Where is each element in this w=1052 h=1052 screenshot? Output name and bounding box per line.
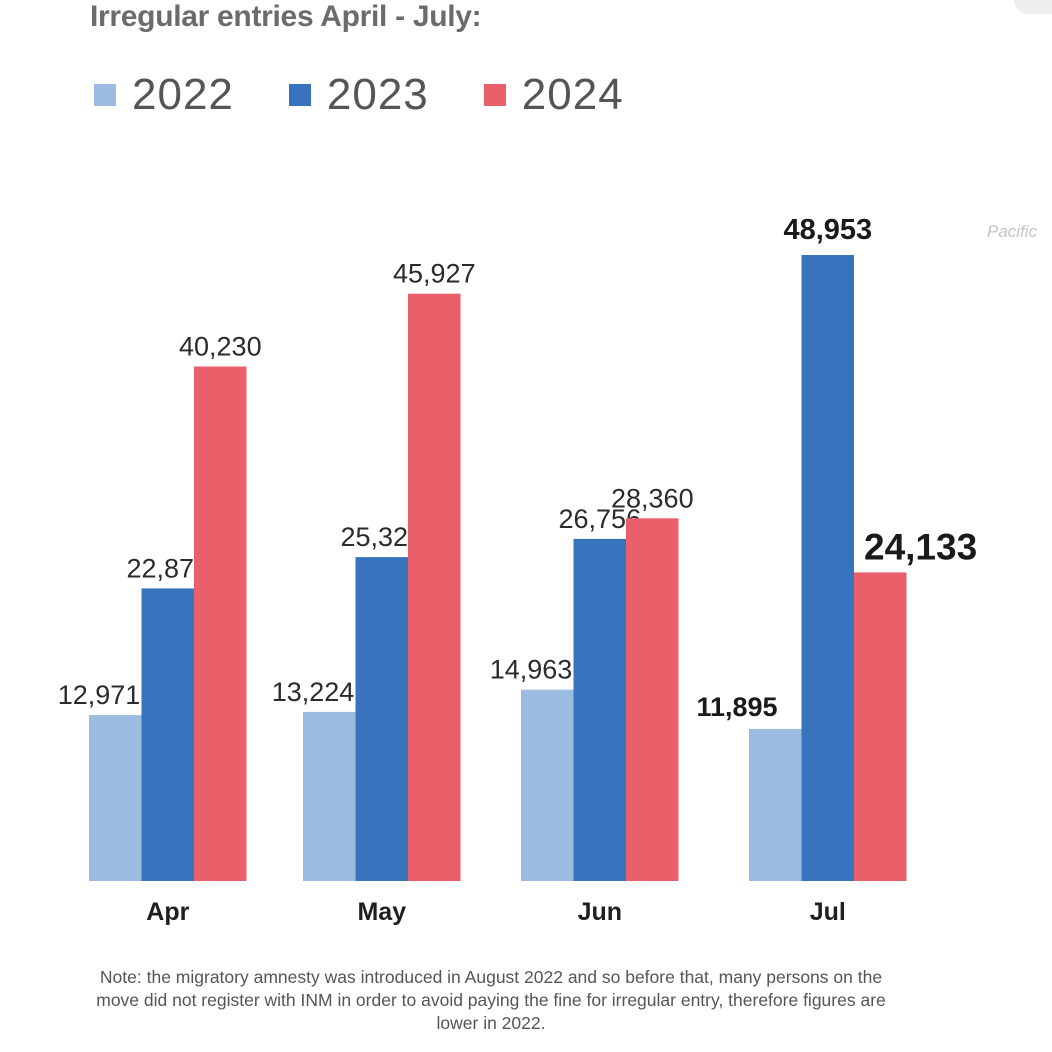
side-label: Pacific: [987, 222, 1038, 241]
legend: 2022 2023 2024: [94, 70, 679, 120]
corner-shade: [1014, 0, 1052, 14]
bar-may-2022: [303, 711, 356, 881]
legend-swatch-2022: [94, 84, 116, 106]
legend-swatch-2023: [288, 84, 311, 106]
bar-label-may-2024: 45,927: [393, 259, 476, 289]
x-tick-label-jun: Jun: [578, 898, 622, 926]
legend-label-2023: 2023: [326, 70, 429, 119]
bar-jun-2023: [573, 538, 626, 881]
legend-item-2023: 2023: [288, 70, 429, 120]
bar-apr-2024: [194, 366, 247, 881]
bar-may-2023: [355, 557, 408, 881]
bar-chart: 12,97122,87840,230Apr13,22425,32645,927M…: [58, 214, 977, 926]
legend-item-2022: 2022: [94, 70, 234, 120]
bar-jun-2022: [521, 689, 574, 881]
footnote: Note: the migratory amnesty was introduc…: [96, 967, 886, 1033]
bar-label-jul-2023: 48,953: [783, 214, 872, 246]
legend-label-2024: 2024: [521, 70, 624, 119]
bar-apr-2023: [141, 588, 194, 881]
bar-apr-2022: [89, 715, 142, 881]
legend-swatch-2024: [483, 84, 506, 106]
bar-label-apr-2024: 40,230: [179, 332, 262, 362]
legend-label-2022: 2022: [132, 70, 234, 119]
bar-label-jul-2024: 24,133: [864, 526, 977, 567]
bar-may-2024: [408, 293, 461, 881]
bar-label-jul-2022: 11,895: [696, 692, 777, 722]
bar-jul-2022: [749, 728, 802, 881]
bar-jul-2024: [854, 572, 907, 881]
bar-jul-2023: [801, 255, 854, 881]
x-tick-label-jul: Jul: [810, 898, 846, 926]
legend-item-2024: 2024: [483, 70, 624, 120]
bar-jun-2024: [626, 518, 679, 881]
x-tick-label-may: May: [357, 898, 406, 926]
x-tick-label-apr: Apr: [146, 898, 189, 926]
bar-label-jun-2022: 14,963: [490, 655, 573, 685]
bar-label-apr-2022: 12,971: [58, 680, 141, 710]
bar-label-may-2022: 13,224: [272, 677, 355, 707]
bar-label-jun-2024: 28,360: [611, 483, 694, 513]
chart-title: Irregular entries April - July:: [90, 0, 482, 33]
